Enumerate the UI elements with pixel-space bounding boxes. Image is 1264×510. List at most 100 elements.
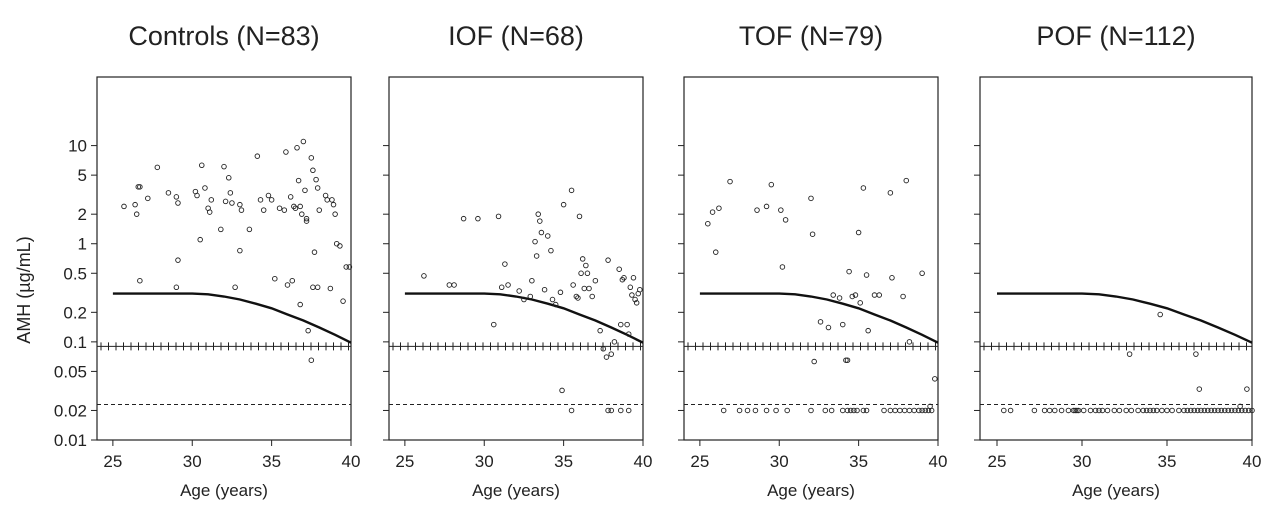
- data-point: [295, 177, 302, 184]
- x-tick-label: 35: [554, 452, 573, 471]
- data-point: [1080, 407, 1087, 414]
- data-point: [906, 407, 913, 414]
- data-point: [778, 207, 784, 213]
- data-point: [229, 200, 235, 206]
- data-point: [1242, 407, 1248, 414]
- data-point: [305, 327, 311, 334]
- data-point: [1235, 407, 1242, 414]
- y-tick-label: 0.01: [54, 431, 87, 450]
- data-point: [1184, 407, 1191, 414]
- x-tick-label: 35: [1158, 452, 1177, 471]
- y-tick-label: 10: [68, 137, 87, 156]
- data-point: [310, 167, 316, 174]
- data-point: [1198, 407, 1204, 414]
- data-point: [1176, 407, 1182, 414]
- data-point: [308, 155, 315, 161]
- data-point: [843, 357, 849, 363]
- data-point: [175, 257, 181, 263]
- data-point: [573, 293, 580, 300]
- data-point: [175, 200, 181, 206]
- data-point: [283, 149, 289, 155]
- data-point: [919, 270, 925, 277]
- data-point: [446, 282, 453, 288]
- data-point: [313, 176, 319, 183]
- data-point: [865, 327, 871, 334]
- data-point: [475, 215, 481, 222]
- data-point: [581, 285, 588, 292]
- data-point: [817, 319, 824, 325]
- data-point: [847, 407, 854, 414]
- y-tick-label: 0.1: [63, 333, 87, 352]
- data-point: [1249, 407, 1255, 414]
- data-point: [246, 226, 253, 233]
- data-point: [1007, 407, 1014, 414]
- data-point: [1169, 407, 1175, 414]
- data-point: [621, 275, 627, 281]
- panels-group: Controls (N=83)0.010.020.050.10.20.51251…: [54, 21, 1262, 500]
- data-point: [1159, 407, 1165, 414]
- panel-frame: [683, 76, 939, 441]
- data-point: [132, 201, 138, 208]
- data-point: [238, 207, 245, 213]
- data-point: [1123, 407, 1129, 414]
- data-point: [608, 407, 615, 414]
- x-tick-label: 25: [395, 452, 414, 471]
- data-point: [897, 407, 903, 414]
- data-point: [197, 236, 203, 243]
- x-tick-label: 40: [929, 452, 948, 471]
- data-point: [1147, 407, 1153, 414]
- data-point: [900, 293, 906, 300]
- y-tick-label: 5: [78, 166, 87, 185]
- data-point: [1052, 407, 1058, 414]
- data-point: [1225, 407, 1231, 414]
- data-point: [154, 164, 161, 171]
- data-point: [560, 201, 567, 208]
- data-point: [421, 273, 427, 279]
- data-point: [257, 197, 264, 203]
- data-point: [202, 185, 208, 191]
- data-point: [538, 229, 545, 236]
- data-point: [851, 407, 857, 414]
- data-point: [287, 194, 294, 200]
- data-point: [1218, 407, 1225, 414]
- data-point: [495, 213, 502, 220]
- data-point: [505, 282, 511, 288]
- data-point: [763, 407, 770, 414]
- data-point: [281, 207, 288, 213]
- data-point: [1205, 407, 1211, 414]
- data-point: [541, 286, 548, 293]
- data-point: [537, 218, 543, 224]
- data-point: [844, 357, 851, 363]
- data-point: [311, 249, 318, 255]
- data-point: [576, 213, 583, 220]
- data-point: [1075, 407, 1082, 414]
- data-point: [294, 145, 300, 151]
- y-tick-label: 1: [78, 235, 87, 254]
- data-point: [137, 184, 143, 190]
- x-tick-label: 35: [262, 452, 281, 471]
- data-point: [932, 376, 938, 382]
- data-point: [451, 282, 457, 288]
- data-point: [1140, 407, 1146, 414]
- data-point: [314, 284, 321, 291]
- data-point: [1104, 407, 1111, 414]
- data-point: [825, 324, 832, 331]
- data-point: [1135, 407, 1141, 414]
- data-point: [809, 231, 816, 237]
- data-point: [1096, 407, 1102, 414]
- x-axis-label: Age (years): [180, 481, 268, 500]
- data-point: [720, 407, 727, 414]
- data-point: [578, 270, 584, 277]
- data-point: [579, 256, 586, 262]
- data-point: [1072, 407, 1078, 414]
- data-point: [1201, 407, 1208, 414]
- data-point: [221, 163, 227, 170]
- data-point: [1215, 407, 1221, 414]
- threshold-curve: [997, 292, 1253, 344]
- data-point: [1092, 407, 1099, 414]
- data-point: [808, 407, 814, 414]
- x-axis-label: Age (years): [472, 481, 560, 500]
- data-point: [713, 249, 719, 255]
- data-point: [887, 407, 894, 414]
- data-point: [1074, 407, 1080, 414]
